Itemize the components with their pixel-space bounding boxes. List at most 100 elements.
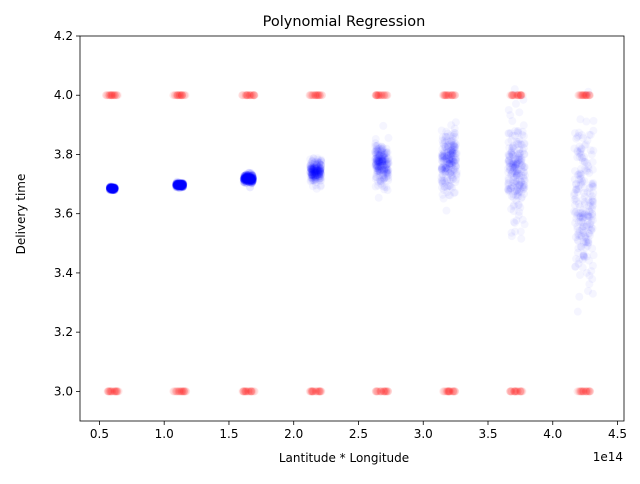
actual-point [108,387,117,396]
actual-point [507,91,516,100]
actual-point [384,387,393,396]
prediction-point [172,180,181,189]
prediction-point [245,173,254,182]
prediction-point [107,184,116,193]
actual-point [380,91,389,100]
actual-point [586,387,595,396]
prediction-point [174,181,183,190]
prediction-point [172,178,181,187]
prediction-point [245,172,254,181]
actual-point [317,91,326,100]
prediction-point [110,184,119,193]
prediction-point [177,180,186,189]
actual-point [580,91,589,100]
actual-point [442,91,451,100]
prediction-point [240,171,249,180]
actual-point [105,91,114,100]
actual-point [245,91,254,100]
x-tick-label: 3.5 [478,427,497,441]
actual-point [104,91,113,100]
prediction-point [515,135,524,144]
prediction-point [173,179,182,188]
prediction-point [173,179,182,188]
actual-point [377,91,386,100]
prediction-point [240,175,249,184]
actual-point [109,387,118,396]
actual-point [103,91,112,100]
actual-point [171,387,180,396]
actual-point [515,91,524,100]
prediction-point [246,175,255,184]
actual-point [105,91,114,100]
prediction-point [506,111,515,120]
actual-point [312,387,321,396]
actual-point [306,91,315,100]
actual-point [107,387,116,396]
prediction-point [244,172,253,180]
prediction-point [244,176,253,185]
actual-point [510,91,519,100]
actual-point [372,91,381,100]
actual-point [112,91,121,100]
prediction-point [315,168,324,177]
prediction-point [108,184,117,193]
prediction-point [108,184,117,193]
actual-point [169,91,178,100]
actual-point [516,387,525,396]
prediction-point [108,185,117,194]
actual-point [372,91,381,100]
prediction-point [240,172,249,181]
prediction-point [247,173,256,182]
prediction-point [110,184,119,193]
prediction-point [243,176,252,185]
prediction-point [179,182,188,191]
prediction-point [109,184,118,193]
actual-point [506,387,515,396]
prediction-point [316,167,325,176]
actual-point [307,91,316,100]
prediction-point [109,184,118,193]
prediction-point [245,172,254,181]
prediction-point [175,180,184,189]
actual-point [173,91,182,100]
prediction-point [177,181,186,190]
actual-point [172,91,181,100]
prediction-point [176,182,185,191]
prediction-point [247,177,256,186]
prediction-point [178,181,187,190]
actual-point [576,387,585,396]
actual-point [447,387,456,396]
prediction-point [313,166,322,175]
actual-point [509,91,518,100]
actual-point [246,91,255,100]
prediction-point [177,182,186,191]
prediction-point [377,159,386,168]
prediction-point [316,174,325,183]
prediction-point [316,163,325,172]
prediction-point [373,167,382,176]
prediction-point [245,173,254,182]
actual-point [574,387,583,396]
actual-point [310,91,319,100]
prediction-point [175,181,184,190]
actual-point [507,91,516,100]
actual-point [515,91,524,100]
actual-point [243,91,252,100]
prediction-point [110,185,119,194]
actual-point [372,91,381,100]
prediction-point [586,146,595,155]
prediction-point [178,180,187,189]
actual-point [110,91,119,100]
actual-point [577,91,586,100]
prediction-point [109,184,118,193]
prediction-point [177,180,186,189]
prediction-point [244,174,253,183]
prediction-point [177,180,186,189]
prediction-point [573,248,582,257]
prediction-point [108,184,117,193]
actual-point [113,387,122,396]
prediction-point [571,262,580,271]
actual-point [517,387,526,396]
actual-point [578,91,587,100]
actual-point [512,387,521,396]
